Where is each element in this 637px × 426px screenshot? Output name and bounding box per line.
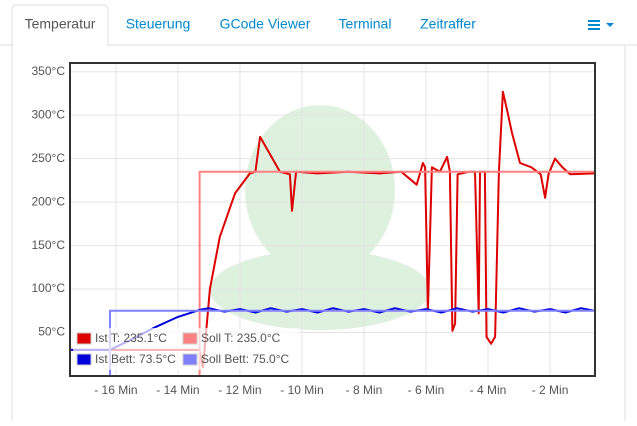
plot-border (69, 62, 596, 377)
x-tick-label: - 2 Min (532, 383, 569, 397)
tab[interactable]: Temperatur (25, 16, 96, 32)
y-tick-label: 100°C (32, 281, 66, 295)
chart: 50°C 100°C 150°C 200°C 250°C 300°C 350°C - 16 M… (32, 62, 596, 397)
legend-label: Ist T: 235.1°C (95, 331, 167, 345)
y-tick-label: 300°C (32, 107, 66, 121)
x-tick-label: - 4 Min (470, 383, 507, 397)
x-tick-label: - 14 Min (156, 383, 199, 397)
legend-label: Ist Bett: 73.5°C (95, 352, 176, 366)
y-tick-label: 200°C (32, 194, 66, 208)
legend-swatch (76, 353, 92, 366)
tab[interactable]: GCode Viewer (220, 16, 311, 32)
legend-swatch (182, 353, 198, 366)
legend-swatch (76, 332, 92, 345)
tab[interactable]: Zeitraffer (420, 16, 476, 32)
y-tick-label: 250°C (32, 151, 66, 165)
legend-label: Soll Bett: 75.0°C (201, 352, 290, 366)
x-tick-label: - 6 Min (408, 383, 445, 397)
tab[interactable]: Terminal (339, 16, 392, 32)
y-tick-label: 350°C (32, 64, 66, 78)
series-line (70, 90, 596, 369)
active-tab[interactable] (11, 4, 109, 45)
y-tick-label: 50°C (38, 325, 65, 339)
tab[interactable]: Steuerung (126, 16, 191, 32)
menu-icon[interactable] (588, 20, 614, 30)
x-tick-label: - 12 Min (218, 383, 261, 397)
x-tick-label: - 16 Min (94, 383, 137, 397)
legend-label: Soll T: 235.0°C (201, 331, 281, 345)
y-tick-label: 150°C (32, 238, 66, 252)
x-tick-label: - 10 Min (280, 383, 323, 397)
legend-swatch (182, 332, 198, 345)
x-tick-label: - 8 Min (346, 383, 383, 397)
